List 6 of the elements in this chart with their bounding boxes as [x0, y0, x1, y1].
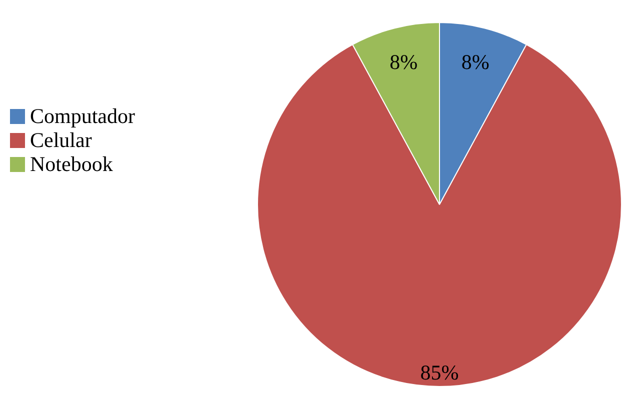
data-label: 8% — [461, 50, 490, 74]
data-label: 8% — [390, 50, 418, 74]
data-label: 85% — [420, 360, 459, 384]
legend-label: Computador — [30, 104, 135, 128]
legend-label: Celular — [30, 128, 92, 152]
legend-label: Notebook — [30, 152, 113, 176]
